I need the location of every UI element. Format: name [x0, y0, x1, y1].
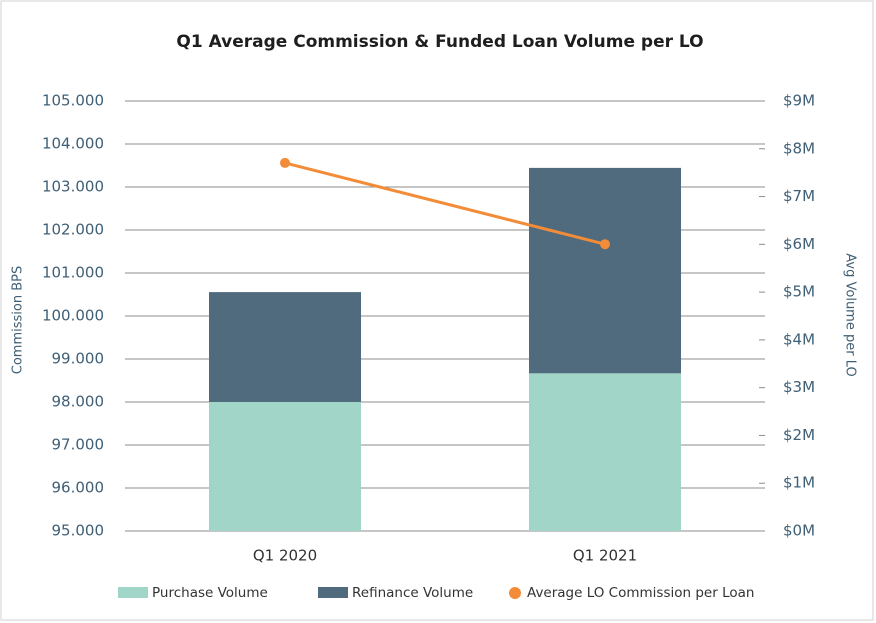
line [284, 161, 606, 246]
x-tick-label: Q1 2021 [573, 547, 637, 565]
legend-label: Average LO Commission per Loan [527, 585, 754, 601]
y2-tick-label: $3M [783, 378, 815, 396]
y-tick-label: 103.000 [42, 178, 104, 196]
y-tick-label: 96.000 [52, 479, 105, 497]
y2-tick-label: $4M [783, 330, 815, 348]
y-tick-label: 101.000 [42, 264, 104, 282]
line-point [600, 239, 610, 250]
bar-segment [529, 373, 681, 531]
y-tick-label: 105.000 [42, 92, 104, 110]
y-tick-label: 104.000 [42, 135, 104, 153]
y2-tick-label: $9M [783, 92, 815, 110]
y2-tick-label: $0M [783, 522, 815, 540]
y-tick-label: 102.000 [42, 221, 104, 239]
legend-swatch [318, 587, 348, 598]
y2-tick-label: $7M [783, 187, 815, 205]
y-tick-label: 100.000 [42, 307, 104, 325]
legend-swatch [509, 587, 521, 599]
bar-segment [209, 292, 361, 402]
y-tick-label: 99.000 [52, 350, 105, 368]
line-point [280, 157, 290, 168]
x-tick-label: Q1 2020 [253, 547, 317, 565]
bar-segment [209, 402, 361, 531]
y2-tick-label: $8M [783, 139, 815, 157]
y2-tick-label: $2M [783, 426, 815, 444]
y-tick-label: 97.000 [52, 436, 105, 454]
y-tick-label: 95.000 [52, 522, 105, 540]
legend: Purchase Volume Refinance Volume Average L… [118, 585, 754, 601]
y2-tick-label: $5M [783, 283, 815, 301]
chart-title: Q1 Average Commission & Funded Loan Volu… [176, 32, 703, 52]
y2-axis-label: Avg Volume per LO [843, 253, 858, 376]
y-tick-label: 98.000 [52, 393, 105, 411]
y2-tick-label: $6M [783, 235, 815, 253]
legend-swatch [118, 587, 148, 598]
legend-label: Refinance Volume [352, 585, 473, 601]
bar-segment [529, 167, 681, 374]
y2-tick-label: $1M [783, 474, 815, 492]
legend-label: Purchase Volume [152, 585, 268, 601]
y-axis-label: Commission BPS [11, 266, 26, 374]
